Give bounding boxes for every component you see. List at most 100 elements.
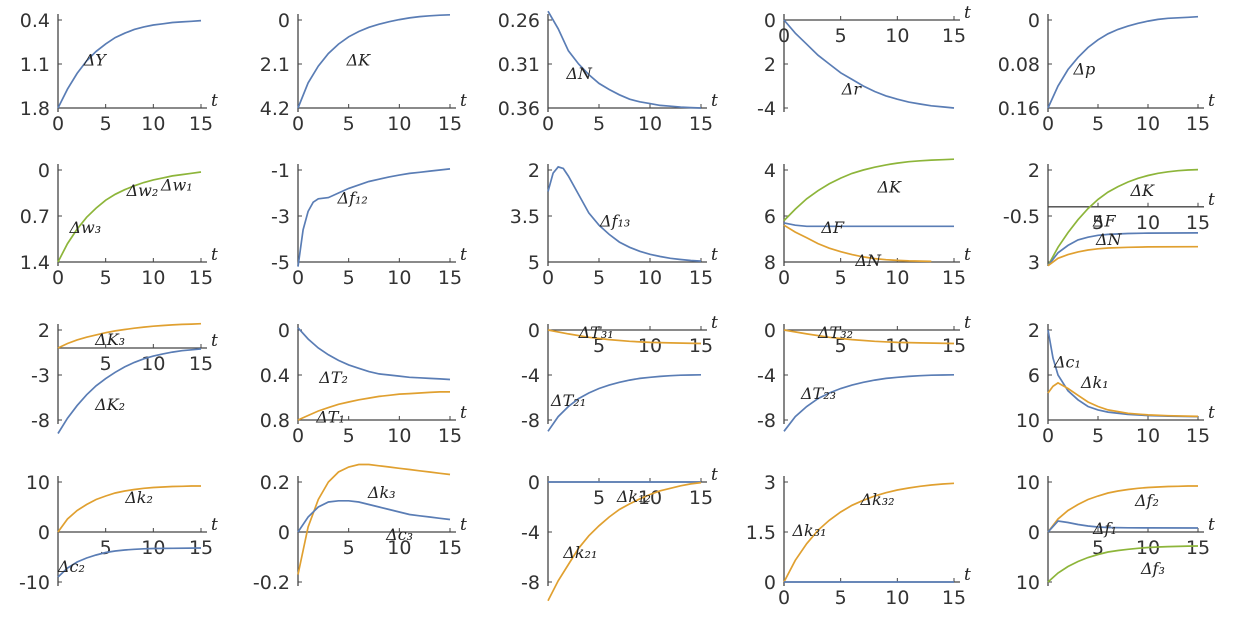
x-tick-label: 15 bbox=[438, 425, 462, 447]
x-axis-label: t bbox=[711, 245, 718, 265]
series-label: Δc₃ bbox=[385, 525, 413, 544]
x-tick-label: 15 bbox=[189, 113, 213, 135]
y-tick-label: -4 bbox=[757, 98, 776, 120]
panel-3: 0 5 10 15t 0.26 0.31 0.36 ΔN bbox=[498, 10, 718, 135]
y-tick-label: 0.26 bbox=[498, 10, 540, 32]
series-line-2 bbox=[297, 391, 450, 421]
y-tick-label: 2 bbox=[1028, 160, 1040, 182]
y-tick-label: 0 bbox=[1028, 10, 1040, 32]
x-tick-label: 0 bbox=[778, 267, 790, 289]
x-axis-label: t bbox=[964, 3, 971, 23]
x-tick-label: 0 bbox=[778, 25, 790, 47]
x-tick-label: 5 bbox=[835, 25, 847, 47]
x-tick-label: 5 bbox=[835, 587, 847, 609]
series-label: Δk₃₂ bbox=[860, 490, 895, 509]
x-axis-label: t bbox=[964, 565, 971, 585]
series-line-2 bbox=[297, 499, 451, 533]
x-tick-label: 10 bbox=[885, 25, 909, 47]
x-tick-label: 15 bbox=[689, 113, 713, 135]
y-tick-label: 10 bbox=[26, 472, 50, 494]
x-axis-label: t bbox=[460, 91, 467, 111]
series-line-2 bbox=[547, 373, 702, 432]
panel-14: 5 10 15t 0 -4 -8 ΔT₃₂ ΔT₂₃ bbox=[757, 313, 971, 432]
x-tick-label: 15 bbox=[1186, 537, 1210, 559]
y-tick-label: 6 bbox=[764, 206, 776, 228]
x-axis-label: t bbox=[711, 313, 718, 333]
y-tick-label: 0.8 bbox=[260, 410, 290, 432]
series-label: Δc₂ bbox=[57, 557, 85, 576]
x-tick-label: 0 bbox=[292, 113, 304, 135]
series-label: ΔK bbox=[346, 51, 372, 70]
y-tick-label: 0.7 bbox=[20, 206, 50, 228]
series-line-1 bbox=[297, 327, 451, 381]
x-tick-label: 15 bbox=[438, 537, 462, 559]
y-tick-label: 2 bbox=[764, 54, 776, 76]
series-label: Δr bbox=[841, 80, 863, 99]
series-line-2 bbox=[783, 373, 955, 432]
panel-1: 0 5 10 15t 0.4 1.1 1.8 ΔY bbox=[20, 10, 218, 135]
y-tick-label: 0 bbox=[764, 10, 776, 32]
x-axis-label: t bbox=[211, 515, 218, 535]
x-axis-label: t bbox=[1208, 403, 1215, 423]
series-line-1 bbox=[57, 322, 202, 349]
x-tick-label: 15 bbox=[438, 267, 462, 289]
x-tick-label: 15 bbox=[942, 25, 966, 47]
series-line-1 bbox=[1047, 168, 1199, 267]
y-tick-label: 0.31 bbox=[498, 54, 540, 76]
panel-9: 0 5 10 15t 4 6 8 ΔK ΔF ΔN bbox=[764, 158, 971, 289]
x-tick-label: 0 bbox=[292, 425, 304, 447]
series-label: Δk₂₁ bbox=[562, 543, 597, 562]
series-label: ΔK₃ bbox=[94, 330, 125, 349]
x-tick-label: 15 bbox=[689, 487, 713, 509]
series-line-3 bbox=[1047, 545, 1199, 583]
x-tick-label: 5 bbox=[593, 113, 605, 135]
y-tick-label: 2.1 bbox=[260, 54, 290, 76]
x-tick-label: 0 bbox=[542, 113, 554, 135]
y-tick-label: 0 bbox=[528, 320, 540, 342]
x-axis-label: t bbox=[460, 403, 467, 423]
x-axis-label: t bbox=[460, 245, 467, 265]
x-axis-label: t bbox=[711, 91, 718, 111]
y-tick-label: -4 bbox=[521, 365, 540, 387]
x-tick-label: 15 bbox=[1186, 425, 1210, 447]
series-line-1 bbox=[1047, 15, 1199, 109]
x-tick-label: 5 bbox=[1092, 212, 1104, 234]
series-label: Δw₃ bbox=[68, 218, 101, 237]
panel-5: 0 5 10 15t 0 0.08 0.16 Δp bbox=[998, 10, 1215, 135]
y-tick-label: 4 bbox=[764, 160, 776, 182]
y-tick-label: 0.16 bbox=[998, 98, 1040, 120]
series-label: ΔN bbox=[565, 64, 593, 83]
series-label: Δk₃₁ bbox=[792, 521, 827, 540]
x-axis-label: t bbox=[1208, 515, 1215, 535]
y-tick-label: 3.5 bbox=[510, 206, 540, 228]
series-line-2 bbox=[1047, 381, 1199, 418]
series-line-1 bbox=[783, 158, 955, 222]
y-tick-label: -0.5 bbox=[1003, 206, 1040, 228]
panel-17: 5 10 15t 0.2 0 -0.2 Δk₃ Δc₃ bbox=[253, 463, 467, 594]
x-tick-label: 0 bbox=[1042, 425, 1054, 447]
y-tick-label: 0.4 bbox=[260, 365, 290, 387]
x-tick-label: 5 bbox=[593, 267, 605, 289]
y-tick-label: 0 bbox=[1028, 522, 1040, 544]
y-tick-label: 8 bbox=[764, 252, 776, 274]
series-label: ΔT₁ bbox=[315, 407, 345, 426]
series-line-2 bbox=[57, 547, 202, 578]
y-tick-label: -4 bbox=[521, 522, 540, 544]
y-tick-label: -8 bbox=[31, 410, 50, 432]
x-tick-label: 15 bbox=[1186, 212, 1210, 234]
x-tick-label: 10 bbox=[387, 113, 411, 135]
series-line-1 bbox=[783, 482, 955, 583]
x-tick-label: 15 bbox=[689, 267, 713, 289]
x-tick-label: 5 bbox=[343, 425, 355, 447]
series-line-1 bbox=[57, 171, 202, 263]
y-tick-label: 0 bbox=[38, 160, 50, 182]
y-tick-label: -8 bbox=[757, 410, 776, 432]
x-tick-label: 0 bbox=[52, 267, 64, 289]
panel-19: 0 5 10 15t 3 1.5 0 Δk₃₂ Δk₃₁ bbox=[746, 472, 971, 609]
